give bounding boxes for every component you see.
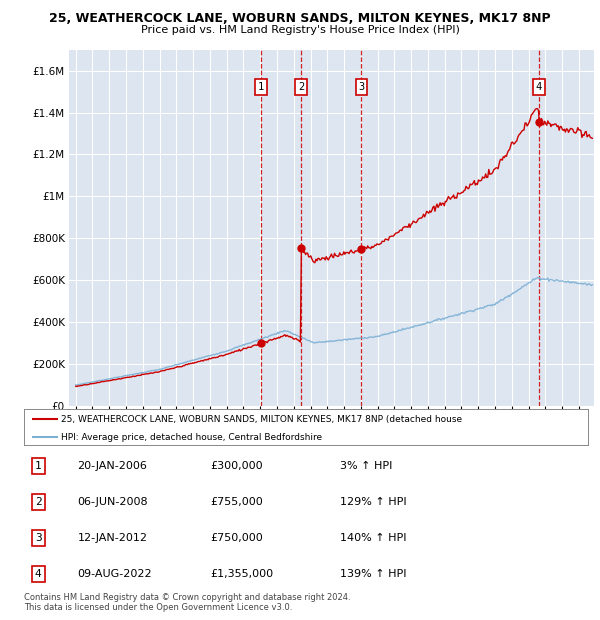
Text: 139% ↑ HPI: 139% ↑ HPI xyxy=(340,569,406,579)
Text: Price paid vs. HM Land Registry's House Price Index (HPI): Price paid vs. HM Land Registry's House … xyxy=(140,25,460,35)
Text: 2: 2 xyxy=(298,82,304,92)
Text: 129% ↑ HPI: 129% ↑ HPI xyxy=(340,497,406,507)
Text: 2: 2 xyxy=(35,497,41,507)
Text: 140% ↑ HPI: 140% ↑ HPI xyxy=(340,533,406,543)
Text: 20-JAN-2006: 20-JAN-2006 xyxy=(77,461,148,471)
Text: 1: 1 xyxy=(258,82,264,92)
Text: 09-AUG-2022: 09-AUG-2022 xyxy=(77,569,152,579)
Text: 06-JUN-2008: 06-JUN-2008 xyxy=(77,497,148,507)
Text: HPI: Average price, detached house, Central Bedfordshire: HPI: Average price, detached house, Cent… xyxy=(61,433,322,441)
Text: 4: 4 xyxy=(536,82,542,92)
Text: 3: 3 xyxy=(35,533,41,543)
Text: 12-JAN-2012: 12-JAN-2012 xyxy=(77,533,148,543)
Text: 1: 1 xyxy=(35,461,41,471)
Text: 4: 4 xyxy=(35,569,41,579)
Text: Contains HM Land Registry data © Crown copyright and database right 2024.
This d: Contains HM Land Registry data © Crown c… xyxy=(24,593,350,612)
Text: 25, WEATHERCOCK LANE, WOBURN SANDS, MILTON KEYNES, MK17 8NP: 25, WEATHERCOCK LANE, WOBURN SANDS, MILT… xyxy=(49,12,551,25)
Text: 25, WEATHERCOCK LANE, WOBURN SANDS, MILTON KEYNES, MK17 8NP (detached house: 25, WEATHERCOCK LANE, WOBURN SANDS, MILT… xyxy=(61,415,462,423)
Text: £1,355,000: £1,355,000 xyxy=(210,569,273,579)
Text: 3: 3 xyxy=(358,82,364,92)
Text: £750,000: £750,000 xyxy=(210,533,263,543)
Text: £755,000: £755,000 xyxy=(210,497,263,507)
Text: £300,000: £300,000 xyxy=(210,461,263,471)
Text: 3% ↑ HPI: 3% ↑ HPI xyxy=(340,461,392,471)
